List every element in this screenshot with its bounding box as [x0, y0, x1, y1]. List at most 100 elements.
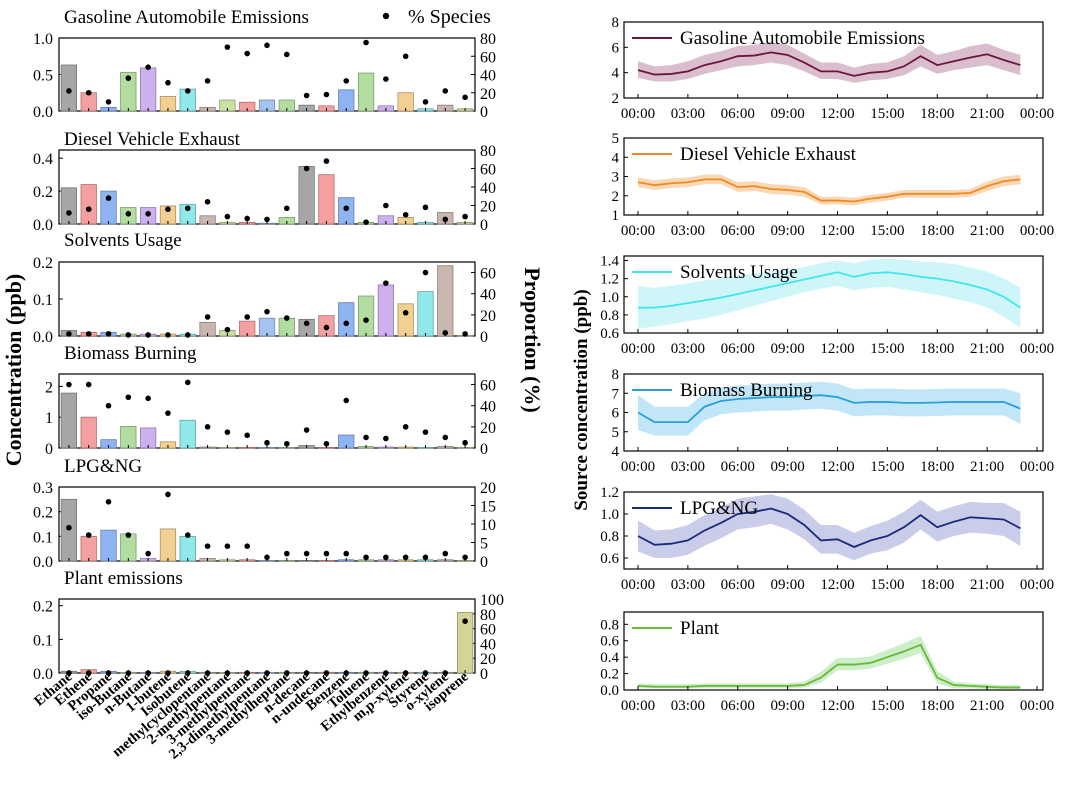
- proportion-dot-iso-Butane: [125, 532, 132, 538]
- x-tick-label: 18:00: [920, 459, 954, 475]
- bar-Styrene: [417, 291, 434, 337]
- x-tick-label: 18:00: [920, 106, 954, 122]
- x-tick-label: 03:00: [671, 459, 705, 475]
- y2-tick-label: 40: [480, 287, 496, 304]
- y-tick-label: 8: [612, 15, 620, 31]
- proportion-dot-1-butene: [165, 410, 171, 416]
- proportion-dot-2,3-dimethylpentane: [264, 554, 270, 561]
- proportion-dot-n-undecane: [323, 440, 330, 447]
- proportion-dot-n-decane: [303, 550, 310, 557]
- x-tick-label: 15:00: [870, 106, 904, 122]
- proportion-dot-Styrene: [422, 554, 429, 561]
- y2-tick-label: 10: [480, 517, 496, 534]
- y-tick-label: 0.6: [600, 634, 619, 650]
- x-tick-label: 03:00: [671, 698, 705, 714]
- x-tick-label: 00:00: [1020, 577, 1054, 593]
- bar-Propane: [100, 529, 117, 562]
- proportion-dot-1-butene: [165, 491, 171, 498]
- panel-title: Plant emissions: [64, 568, 183, 589]
- y-tick-label: 0.1: [33, 632, 53, 649]
- x-tick-label: 18:00: [920, 223, 954, 239]
- y-tick-label: 0.0: [600, 683, 619, 699]
- proportion-dot-2,3-dimethylpentane: [264, 308, 270, 315]
- y-tick-label: 0.8: [600, 308, 619, 324]
- y-tick-label: 2: [612, 91, 620, 107]
- x-tick-label: 21:00: [970, 698, 1004, 714]
- panel-3: Solvents Usage 0.0 0.1 0.2 0 20 40 60: [33, 230, 496, 346]
- y-tick-label: 0.2: [33, 599, 53, 616]
- y2-tick-label: 20: [480, 420, 496, 437]
- legend-label: Diesel Vehicle Exhaust: [680, 144, 857, 165]
- plot-frame: [58, 598, 476, 674]
- x-tick-label: 12:00: [820, 459, 854, 475]
- x-tick-label: 09:00: [771, 106, 805, 122]
- bar-Ethene: [80, 416, 97, 449]
- proportion-dot-methylcyclopentane: [204, 424, 211, 430]
- y-tick-label: 5: [612, 425, 620, 441]
- proportion-dot-3-methylpentane: [244, 543, 250, 549]
- proportion-dot-m,p-xylene: [402, 309, 409, 316]
- proportion-dot-Ethene: [85, 532, 92, 538]
- proportion-dot-2-methylpentane: [224, 326, 231, 333]
- y-tick-label: 0.1: [33, 292, 53, 309]
- proportion-dot-n-decane: [303, 320, 310, 327]
- x-tick-label: 00:00: [621, 459, 655, 475]
- proportion-dot-3-methylheptane: [284, 315, 290, 321]
- uncertainty-band: [638, 42, 1021, 83]
- proportion-dot-Ethylbenzene: [383, 435, 389, 442]
- bar-iso-Butane: [120, 533, 137, 562]
- y-tick-label: 1.0: [600, 507, 619, 523]
- y2-tick-label: 60: [480, 162, 496, 179]
- y-tick-label: 0.4: [33, 151, 53, 168]
- diurnal-panel-5: 0.6 0.8 1.0 1.2 00:00 03:00 06:00 09:00 12:00 15:…: [600, 485, 1054, 593]
- y-tick-label: 0.3: [33, 480, 53, 497]
- y2-tick-label: 0: [480, 554, 488, 571]
- x-tick-label: 15:00: [870, 698, 904, 714]
- proportion-dot-m,p-xylene: [402, 211, 409, 218]
- bar-Ethane: [60, 64, 78, 112]
- y2-tick-label: 15: [480, 499, 496, 516]
- y2-tick-label: 40: [480, 636, 496, 653]
- proportion-dot-2,3-dimethylpentane: [264, 42, 270, 49]
- proportion-dot-isoprene: [462, 554, 468, 561]
- proportion-dot-methylcyclopentane: [204, 199, 211, 205]
- diurnal-panel-1: 2 4 6 8 00:00 03:00 06:00 09:00 12:00 15:00 18:00 2…: [612, 15, 1055, 122]
- proportion-dot-Benzene: [343, 320, 350, 327]
- x-tick-label: 06:00: [721, 106, 755, 122]
- proportion-dot-3-methylheptane: [284, 550, 290, 557]
- y-tick-label: 0.0: [33, 329, 53, 346]
- bar-Ethene: [80, 184, 97, 225]
- y-tick-label: 0.2: [33, 505, 53, 522]
- mean-line: [637, 394, 1021, 424]
- proportion-dot-Isobutene: [184, 205, 191, 212]
- proportion-dot-n-Butane: [145, 64, 151, 70]
- x-tick-label: 03:00: [671, 341, 705, 357]
- proportion-dot-Ethylbenzene: [383, 554, 389, 561]
- bar-iso-Butane: [120, 426, 137, 449]
- proportion-dot-n-Butane: [145, 211, 151, 217]
- y2-tick-label: 40: [480, 180, 496, 197]
- bar-Ethane: [60, 187, 78, 225]
- x-tick-label: 09:00: [771, 459, 805, 475]
- x-tick-label: 03:00: [671, 577, 705, 593]
- proportion-dot-Ethylbenzene: [383, 76, 389, 82]
- proportion-dot-n-undecane: [323, 158, 330, 164]
- proportion-dot-Propane: [105, 195, 112, 201]
- bar-n-undecane: [318, 174, 335, 225]
- diurnal-panel-3: 0.6 0.8 1.0 1.2 1.4 00:00 03:00 06:00 09:00 12:00…: [600, 254, 1054, 357]
- x-tick-label: 03:00: [671, 223, 705, 239]
- proportion-dot-3-methylpentane: [244, 314, 250, 320]
- x-tick-label: 06:00: [721, 341, 755, 357]
- y2-tick-label: 80: [480, 31, 496, 48]
- panel-title: Gasoline Automobile Emissions: [64, 7, 309, 28]
- proportion-dot-Ethene: [85, 206, 92, 212]
- proportion-dot-isoprene: [462, 439, 468, 446]
- x-tick-label: 21:00: [970, 459, 1004, 475]
- y-tick-label: 0.8: [600, 529, 619, 545]
- x-tick-label: 00:00: [621, 341, 655, 357]
- bar-n-Butane: [140, 67, 157, 112]
- y-tick-label: 1.4: [600, 254, 619, 270]
- y2-tick-label: 0: [480, 329, 488, 346]
